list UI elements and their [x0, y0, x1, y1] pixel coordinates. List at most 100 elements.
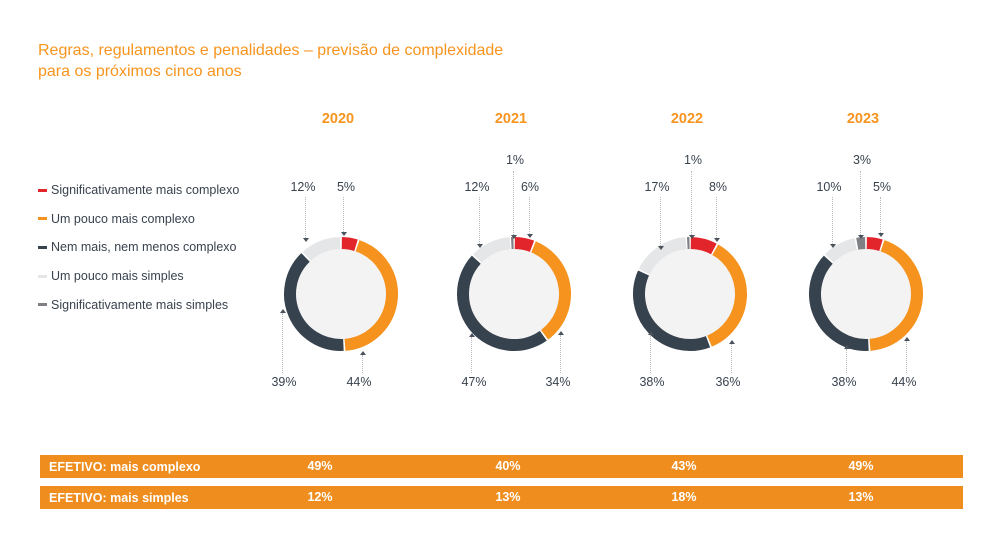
- efetivo-value-0-2020: 49%: [307, 459, 333, 473]
- pct-label-2021-1: 34%: [545, 375, 571, 389]
- leader-line: [513, 171, 514, 235]
- arrowhead-icon: [843, 345, 850, 349]
- arrowhead-icon: [857, 235, 864, 239]
- leader-line: [343, 197, 344, 232]
- legend: Significativamente mais complexo Um pouco…: [38, 176, 239, 319]
- leader-line: [846, 349, 847, 373]
- leader-line: [650, 335, 651, 373]
- leader-line: [691, 171, 692, 235]
- donut-segment-2023-0: [866, 237, 883, 252]
- leader-line: [660, 197, 661, 246]
- donut-segment-2022-0: [690, 237, 717, 255]
- leader-line: [282, 313, 283, 373]
- arrowhead-icon: [647, 331, 654, 335]
- donut-inner-disc-2023: [820, 248, 912, 340]
- pct-label-2020-0: 5%: [336, 180, 356, 194]
- pct-label-2020-2: 39%: [271, 375, 297, 389]
- leader-line: [362, 355, 363, 373]
- donut-segment-2023-2: [809, 255, 869, 351]
- arrowhead-icon: [713, 238, 720, 242]
- leader-line: [479, 197, 480, 244]
- donut-inner-disc-2022: [644, 248, 736, 340]
- pct-label-2022-2: 38%: [639, 375, 665, 389]
- donut-segment-2023-1: [869, 240, 923, 351]
- legend-item-1: Um pouco mais complexo: [38, 205, 239, 234]
- pct-label-2023-2: 38%: [831, 375, 857, 389]
- leader-line: [832, 197, 833, 244]
- arrowhead-icon: [903, 337, 910, 341]
- leader-line: [860, 171, 861, 235]
- legend-item-4: Significativamente mais simples: [38, 290, 239, 319]
- efetivo-value-1-2022: 18%: [671, 490, 697, 504]
- year-label-2023: 2023: [846, 111, 880, 127]
- donut-segment-2020-1: [344, 240, 398, 351]
- leader-line: [305, 197, 306, 238]
- donut-segment-2022-3: [638, 237, 687, 275]
- legend-swatch-icon: [38, 217, 47, 221]
- arrowhead-icon: [829, 244, 836, 248]
- legend-swatch-icon: [38, 303, 47, 307]
- donut-inner-disc-2020: [295, 248, 387, 340]
- arrowhead-icon: [526, 234, 533, 238]
- leader-line: [529, 197, 530, 234]
- arrowhead-icon: [359, 351, 366, 355]
- donut-segment-2021-3: [473, 237, 511, 263]
- arrowhead-icon: [557, 331, 564, 335]
- pct-label-2022-1: 36%: [715, 375, 741, 389]
- pct-label-2023-4: 3%: [852, 153, 872, 167]
- leader-line: [880, 197, 881, 233]
- donut-segment-2022-1: [707, 244, 747, 347]
- year-label-2022: 2022: [670, 111, 704, 127]
- arrowhead-icon: [510, 235, 517, 239]
- arrowhead-icon: [877, 233, 884, 237]
- legend-label: Um pouco mais simples: [51, 269, 184, 284]
- efetivo-value-1-2023: 13%: [848, 490, 874, 504]
- pct-label-2023-0: 5%: [872, 180, 892, 194]
- arrowhead-icon: [657, 246, 664, 250]
- leader-line: [560, 335, 561, 373]
- legend-label: Um pouco mais complexo: [51, 211, 195, 226]
- pct-label-2023-3: 10%: [816, 180, 842, 194]
- arrowhead-icon: [340, 232, 347, 236]
- efetivo-value-1-2021: 13%: [495, 490, 521, 504]
- efetivo-value-0-2022: 43%: [671, 459, 697, 473]
- legend-label: Significativamente mais simples: [51, 297, 229, 312]
- leader-line: [906, 341, 907, 373]
- legend-swatch-icon: [38, 245, 47, 249]
- legend-item-2: Nem mais, nem menos complexo: [38, 233, 239, 262]
- legend-swatch-icon: [38, 188, 47, 192]
- legend-item-0: Significativamente mais complexo: [38, 176, 239, 205]
- donut-segment-2020-3: [302, 237, 341, 261]
- pct-label-2020-1: 44%: [346, 375, 372, 389]
- pct-label-2021-3: 12%: [464, 180, 490, 194]
- pct-label-2022-0: 8%: [708, 180, 728, 194]
- leader-line: [471, 337, 472, 373]
- donut-segment-2023-4: [856, 237, 866, 250]
- donut-segment-2021-1: [531, 241, 571, 340]
- arrowhead-icon: [688, 235, 695, 239]
- pct-label-2023-1: 44%: [891, 375, 917, 389]
- year-label-2021: 2021: [494, 111, 528, 127]
- arrowhead-icon: [279, 309, 286, 313]
- pct-label-2022-4: 1%: [683, 153, 703, 167]
- efetivo-mais-complexo-bar: EFETIVO: mais complexo 49% 40% 43% 49%: [40, 455, 963, 478]
- efetivo-complexo-label: EFETIVO: mais complexo: [49, 459, 201, 474]
- efetivo-value-1-2020: 12%: [307, 490, 333, 504]
- donut-segment-2021-2: [457, 255, 547, 351]
- year-label-2020: 2020: [321, 111, 355, 127]
- donut-rings-svg: [284, 237, 923, 351]
- arrowhead-icon: [728, 340, 735, 344]
- pct-label-2021-2: 47%: [461, 375, 487, 389]
- donut-segment-2023-3: [825, 238, 858, 263]
- donut-inner-disc-2021: [468, 248, 560, 340]
- efetivo-mais-simples-bar: EFETIVO: mais simples 12% 13% 18% 13%: [40, 486, 963, 509]
- pct-label-2020-3: 12%: [290, 180, 316, 194]
- donut-segment-2021-0: [514, 237, 535, 252]
- leader-line: [731, 344, 732, 373]
- arrowhead-icon: [302, 238, 309, 242]
- pct-label-2021-0: 6%: [520, 180, 540, 194]
- donut-segment-2022-2: [633, 270, 711, 351]
- efetivo-value-0-2023: 49%: [848, 459, 874, 473]
- legend-item-3: Um pouco mais simples: [38, 262, 239, 291]
